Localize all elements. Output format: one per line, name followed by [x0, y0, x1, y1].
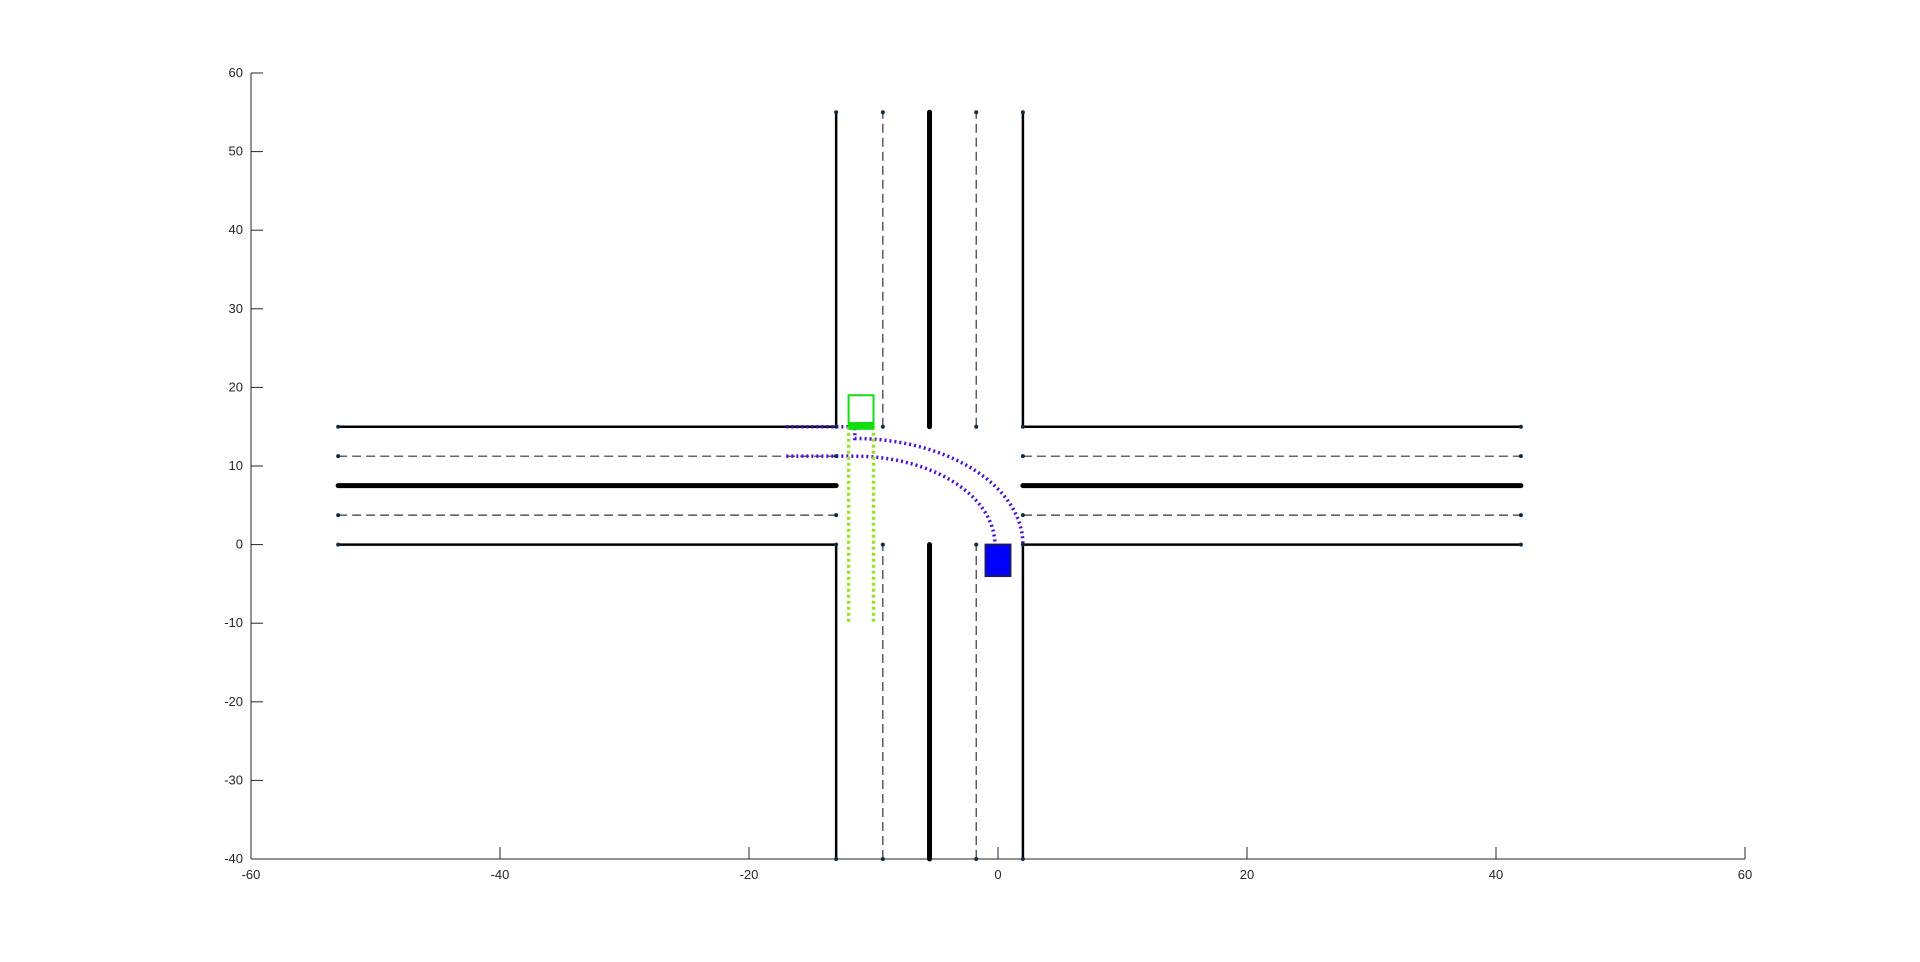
- lane-node: [1020, 857, 1025, 861]
- lane-node: [1020, 513, 1025, 518]
- y-tick-label: 40: [229, 222, 243, 237]
- lane-node: [1020, 424, 1025, 429]
- road-layer: [335, 109, 1524, 862]
- x-tick-label: -60: [242, 867, 261, 882]
- lane-node: [880, 110, 885, 115]
- x-tick-label: -20: [740, 867, 759, 882]
- lane-node: [1518, 424, 1523, 429]
- y-tick-label: 10: [229, 458, 243, 473]
- lane-node: [834, 857, 839, 861]
- lane-node: [880, 857, 885, 861]
- lane-node: [1518, 542, 1523, 547]
- ego-vehicle-front: [848, 421, 874, 430]
- x-tick-label: 60: [1738, 867, 1752, 882]
- y-tick-label: -20: [224, 694, 243, 709]
- lane-node: [974, 110, 979, 115]
- node-layer: [336, 110, 1523, 861]
- other-vehicle: [984, 543, 1012, 578]
- lane-node: [880, 542, 885, 547]
- y-tick-label: -30: [224, 772, 243, 787]
- y-tick-label: -10: [224, 615, 243, 630]
- lane-node: [834, 513, 839, 518]
- y-tick-label: 30: [229, 301, 243, 316]
- lane-node: [1518, 513, 1523, 518]
- y-tick-label: 60: [229, 65, 243, 80]
- lane-node: [1020, 454, 1025, 459]
- lane-node: [336, 542, 341, 547]
- lane-node: [974, 424, 979, 429]
- vehicle-layer: [847, 394, 1012, 578]
- path-layer: [786, 424, 1025, 624]
- lane-node: [834, 542, 839, 547]
- x-tick-label: 20: [1240, 867, 1254, 882]
- lane-node: [834, 424, 839, 429]
- lane-node: [1020, 110, 1025, 115]
- lane-node: [336, 513, 341, 518]
- lane-node: [1020, 542, 1025, 547]
- x-tick-label: 40: [1489, 867, 1503, 882]
- lane-node: [974, 857, 979, 861]
- axes: -60 -40 -20 0 20 40 60-40-30-20-10010203040506…: [224, 65, 1752, 882]
- y-tick-label: 20: [229, 379, 243, 394]
- y-tick-label: -40: [224, 851, 243, 866]
- lane-node: [974, 542, 979, 547]
- lane-node: [834, 110, 839, 115]
- lane-node: [880, 424, 885, 429]
- lane-node: [834, 454, 839, 459]
- lane-node: [1518, 454, 1523, 459]
- lane-node: [336, 424, 341, 429]
- lane-node: [336, 454, 341, 459]
- x-tick-label: 0: [994, 867, 1001, 882]
- y-tick-label: 50: [229, 144, 243, 159]
- y-tick-label: 0: [236, 537, 243, 552]
- left-turn-path-inner: [786, 454, 997, 548]
- x-tick-label: -40: [491, 867, 510, 882]
